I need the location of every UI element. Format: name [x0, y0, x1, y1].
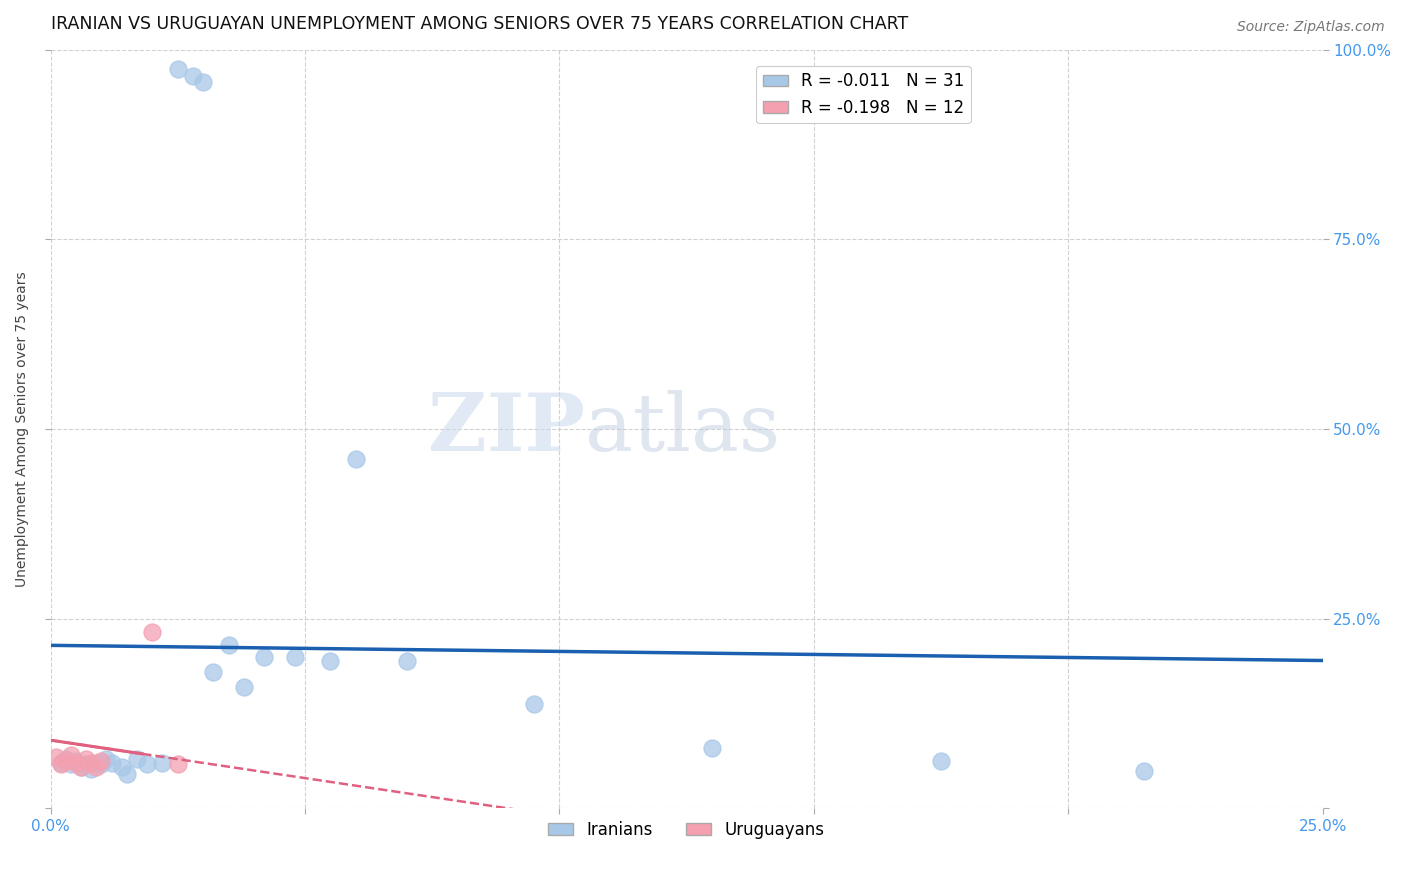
Point	[59, 757, 82, 772]
Point	[100, 756, 122, 770]
Point	[49, 756, 72, 770]
Point	[70, 760, 93, 774]
Point	[86, 760, 108, 774]
Point	[111, 760, 134, 774]
Point	[1133, 764, 1156, 778]
Point	[136, 757, 159, 772]
Point	[96, 752, 118, 766]
Point	[59, 748, 82, 763]
Point	[125, 752, 148, 766]
Point	[86, 756, 108, 770]
Point	[70, 760, 93, 774]
Point	[45, 749, 67, 764]
Point	[141, 625, 163, 640]
Point	[202, 665, 225, 679]
Point	[166, 62, 188, 76]
Point	[65, 756, 87, 770]
Text: IRANIAN VS URUGUAYAN UNEMPLOYMENT AMONG SENIORS OVER 75 YEARS CORRELATION CHART: IRANIAN VS URUGUAYAN UNEMPLOYMENT AMONG …	[51, 15, 908, 33]
Point	[80, 756, 103, 770]
Point	[75, 752, 97, 766]
Point	[90, 757, 112, 772]
Point	[929, 755, 952, 769]
Point	[344, 452, 367, 467]
Point	[75, 757, 97, 772]
Point	[115, 767, 138, 781]
Point	[395, 653, 418, 667]
Point	[80, 762, 103, 776]
Point	[65, 755, 87, 769]
Point	[90, 755, 112, 769]
Point	[700, 740, 723, 755]
Text: ZIP: ZIP	[427, 390, 585, 468]
Point	[55, 752, 77, 766]
Point	[49, 757, 72, 772]
Point	[319, 653, 342, 667]
Point	[253, 649, 276, 664]
Point	[232, 680, 254, 694]
Point	[166, 757, 188, 772]
Text: Source: ZipAtlas.com: Source: ZipAtlas.com	[1237, 20, 1385, 34]
Y-axis label: Unemployment Among Seniors over 75 years: Unemployment Among Seniors over 75 years	[15, 271, 30, 587]
Point	[181, 70, 204, 84]
Point	[523, 697, 546, 711]
Point	[193, 75, 215, 89]
Point	[284, 649, 307, 664]
Point	[152, 756, 174, 770]
Point	[218, 638, 240, 652]
Point	[55, 755, 77, 769]
Legend: Iranians, Uruguayans: Iranians, Uruguayans	[541, 814, 831, 846]
Text: atlas: atlas	[585, 390, 780, 468]
